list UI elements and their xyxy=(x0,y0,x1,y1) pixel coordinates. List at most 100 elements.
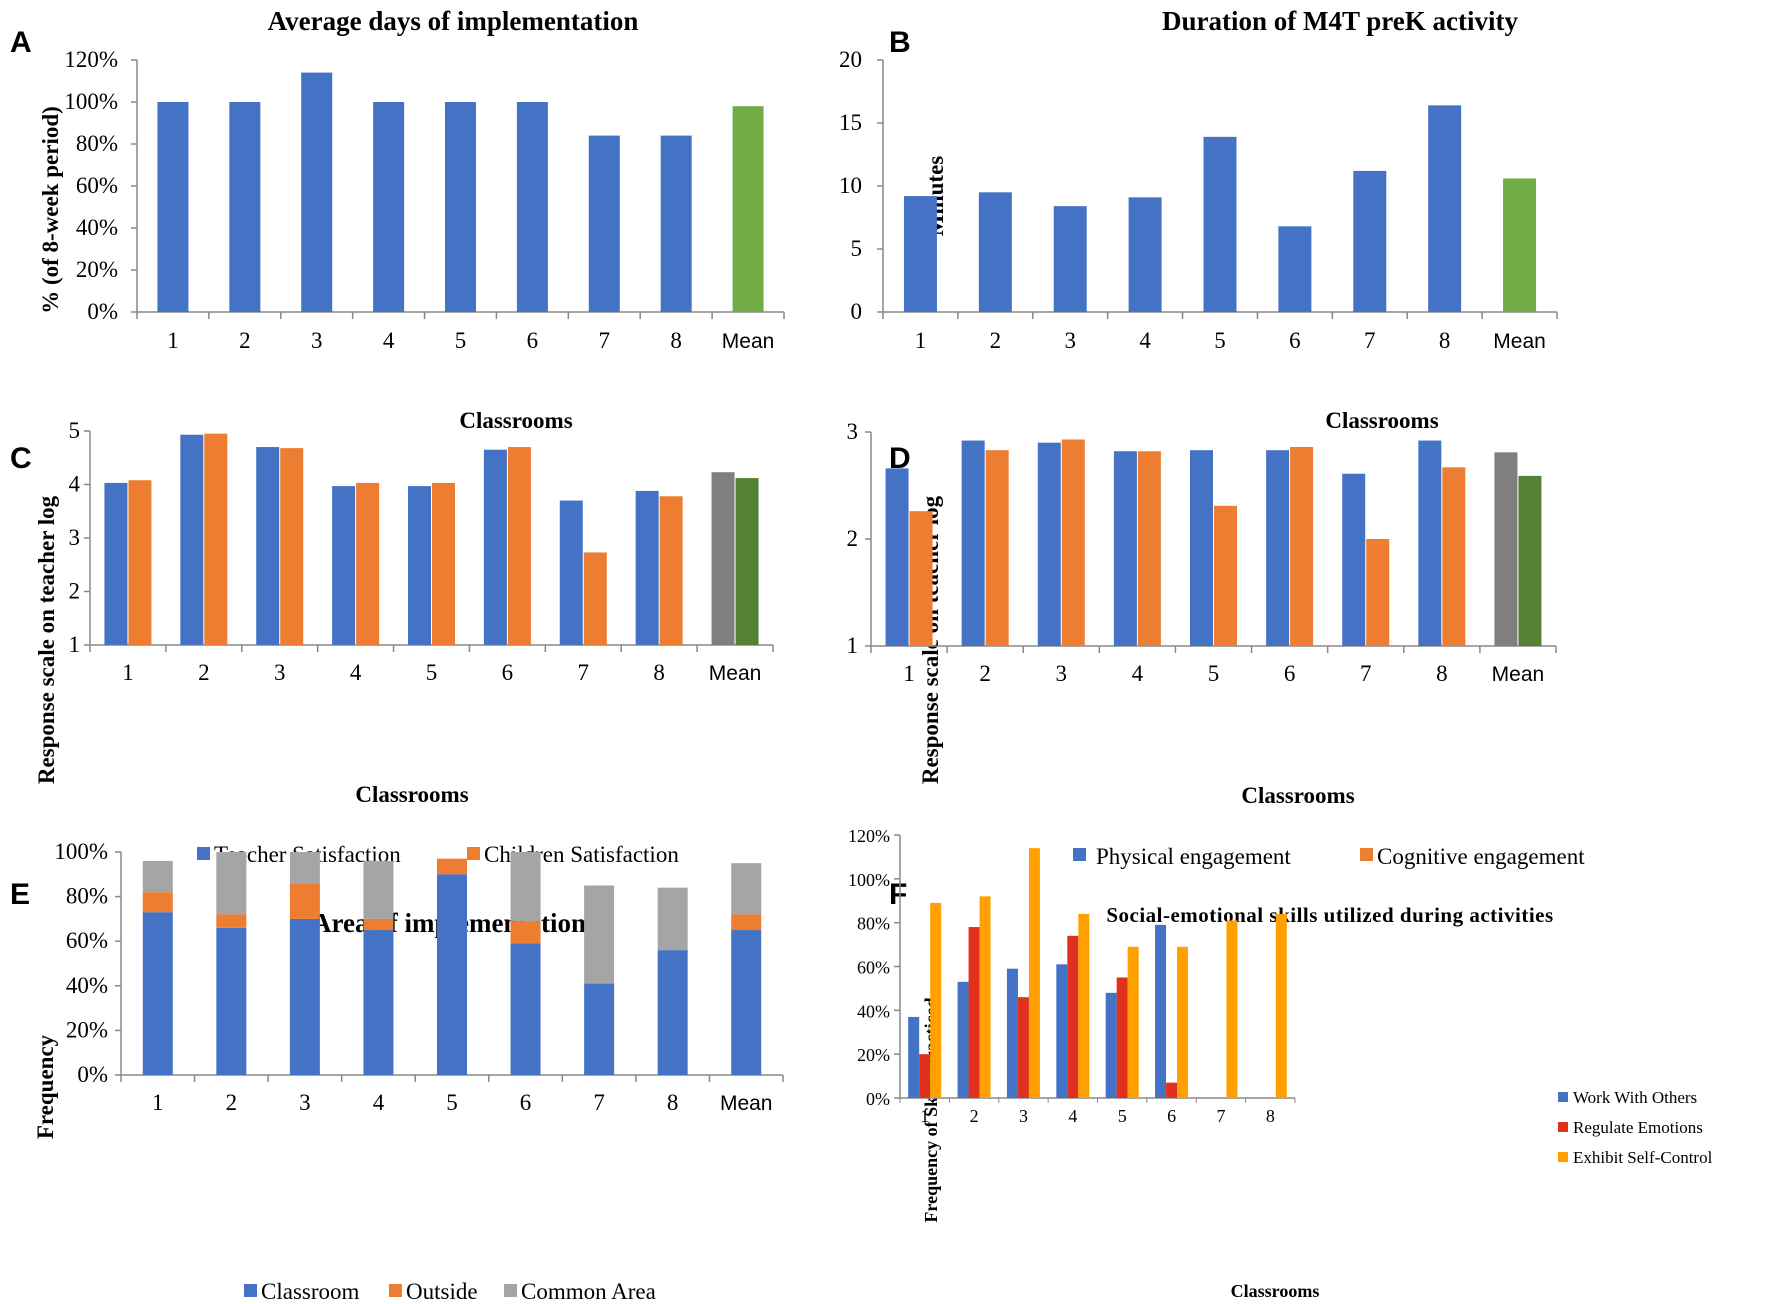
chart-c-x-tick-label: 5 xyxy=(426,660,438,685)
chart-b-bar-5 xyxy=(1203,136,1237,312)
legend-label-classroom: Classroom xyxy=(261,1279,360,1304)
chart-d-plot: 1 2 3 1 2 3 4 5 6 7 8 Mean xyxy=(847,419,1557,686)
chart-f-x-tick-label: 6 xyxy=(1167,1106,1176,1126)
chart-b-bar-3 xyxy=(1053,206,1087,312)
chart-f-y-tick-label: 80% xyxy=(857,914,890,934)
chart-b-y-tick-label: 10 xyxy=(839,173,862,198)
chart-a-x-tick-label: 1 xyxy=(167,328,179,353)
chart-e-bar-classroom-8 xyxy=(657,950,688,1075)
chart-e-bar-common-area-3 xyxy=(289,852,320,884)
chart-a-x-tick-label: 8 xyxy=(670,328,682,353)
chart-d-bar-physical-engagement-mean xyxy=(1494,452,1518,646)
chart-d-bar-cognitive-engagement-7 xyxy=(1366,539,1390,646)
panel-e: E Area of implementation Frequency 0%20%… xyxy=(10,839,784,1304)
chart-d-x-tick-label: 4 xyxy=(1132,661,1144,686)
panel-b: B Duration of M4T preK activity Minutes … xyxy=(839,6,1558,433)
chart-c-y-tick-label: 1 xyxy=(69,632,81,657)
legend-label-cognitive-engagement: Cognitive engagement xyxy=(1377,844,1585,869)
chart-f-bar-work-with-others-3 xyxy=(1006,968,1018,1098)
chart-e-x-tick-label: 2 xyxy=(226,1090,238,1115)
chart-a-x-tick-label: 3 xyxy=(311,328,323,353)
legend-label-work-with-others: Work With Others xyxy=(1573,1088,1697,1107)
chart-d-bar-physical-engagement-5 xyxy=(1190,450,1213,646)
chart-d-x-tick-label: 6 xyxy=(1284,661,1296,686)
chart-a-plot: 0% 20% 40% 60% 80% 100% 120% 1 2 3 4 5 6 7 8 Mean xyxy=(64,47,785,353)
chart-c-y-tick-label: 5 xyxy=(69,418,81,443)
chart-e-y-tick-label: 80% xyxy=(66,884,108,909)
chart-f-bar-work-with-others-5 xyxy=(1105,992,1117,1098)
legend-swatch-regulate-emotions xyxy=(1558,1122,1568,1132)
chart-e-y-tick-label: 100% xyxy=(54,839,108,864)
chart-c-x-tick-label: 3 xyxy=(274,660,286,685)
chart-f-bar-work-with-others-6 xyxy=(1155,924,1167,1098)
chart-c-bar-teacher-satisfaction-mean xyxy=(711,472,735,645)
chart-d-bar-physical-engagement-8 xyxy=(1418,440,1442,646)
chart-e-bar-common-area-1 xyxy=(142,860,173,893)
chart-b-x-tick-label: Mean xyxy=(1493,330,1546,353)
chart-d-y-tick-label: 1 xyxy=(847,633,859,658)
chart-b-title: Duration of M4T preK activity xyxy=(1162,6,1518,36)
chart-e-ylabel: Frequency xyxy=(33,1034,58,1139)
chart-b-bar-7 xyxy=(1353,170,1387,312)
chart-b-bar-4 xyxy=(1128,197,1162,312)
chart-f-bar-regulate-emotions-1 xyxy=(919,1054,931,1098)
chart-c-bar-teacher-satisfaction-3 xyxy=(256,447,280,645)
chart-c-y-tick-label: 2 xyxy=(69,579,81,604)
chart-a-bar-5 xyxy=(445,102,476,312)
chart-a-bar-8 xyxy=(660,135,692,312)
chart-c-x-tick-label: Mean xyxy=(709,662,762,685)
chart-e-bar-outside-1 xyxy=(142,892,173,913)
chart-b-bar-2 xyxy=(978,192,1012,312)
chart-e-x-tick-label: 7 xyxy=(593,1090,605,1115)
chart-d-x-tick-label: 5 xyxy=(1208,661,1220,686)
chart-f-bar-exhibit-self-control-4 xyxy=(1078,913,1090,1098)
chart-b-x-tick-label: 1 xyxy=(915,328,927,353)
chart-d-x-tick-label: 8 xyxy=(1436,661,1448,686)
chart-f-bar-work-with-others-4 xyxy=(1056,964,1068,1098)
chart-f-bar-exhibit-self-control-2 xyxy=(979,896,991,1098)
legend-swatch-physical-engagement xyxy=(1073,848,1086,861)
chart-a-bar-3 xyxy=(301,72,333,312)
chart-c-bar-children-satisfaction-8 xyxy=(659,496,683,645)
chart-c-bar-children-satisfaction-4 xyxy=(356,482,380,645)
chart-a-x-tick-label: 5 xyxy=(455,328,467,353)
legend-swatch-teacher-satisfaction xyxy=(197,847,210,860)
chart-e-bar-common-area-8 xyxy=(657,887,688,951)
chart-b-x-tick-label: 4 xyxy=(1139,328,1151,353)
chart-b-bar-1 xyxy=(903,196,937,312)
legend-label-physical-engagement: Physical engagement xyxy=(1096,844,1291,869)
legend-swatch-classroom xyxy=(244,1284,257,1297)
legend-swatch-outside xyxy=(389,1284,402,1297)
chart-a-title: Average days of implementation xyxy=(268,6,639,36)
panel-a: A Average days of implementation % (of 8… xyxy=(10,6,785,433)
chart-a-y-tick-label: 0% xyxy=(87,299,118,324)
chart-d-bar-cognitive-engagement-2 xyxy=(985,450,1009,646)
panel-letter-e: E xyxy=(10,878,30,911)
chart-d-bar-cognitive-engagement-8 xyxy=(1442,467,1466,646)
chart-e-bar-classroom-2 xyxy=(216,927,247,1075)
chart-e-legend: Classroom Outside Common Area xyxy=(244,1279,656,1304)
chart-c-bar-children-satisfaction-5 xyxy=(432,482,455,645)
chart-e-bar-outside-6 xyxy=(510,921,541,944)
chart-f-title: Social-emotional skills utilized during … xyxy=(1106,903,1553,927)
chart-e-x-tick-label: 5 xyxy=(446,1090,458,1115)
chart-d-bar-cognitive-engagement-4 xyxy=(1137,451,1161,646)
chart-f-x-tick-label: 7 xyxy=(1216,1106,1225,1126)
panel-letter-f: F xyxy=(889,878,907,911)
chart-b-xlabel: Classrooms xyxy=(1325,408,1438,433)
chart-e-bar-common-area-4 xyxy=(363,860,394,919)
chart-a-x-tick-label: 2 xyxy=(239,328,251,353)
panel-d: D Response scale on teacher log Classroo… xyxy=(847,419,1586,869)
chart-a-y-tick-label: 120% xyxy=(64,47,118,72)
chart-f-y-tick-label: 60% xyxy=(857,958,890,978)
chart-e-x-tick-label: 3 xyxy=(299,1090,311,1115)
chart-f-x-tick-label: 4 xyxy=(1068,1106,1077,1126)
chart-c-bar-children-satisfaction-6 xyxy=(507,447,531,645)
chart-e-y-tick-label: 60% xyxy=(66,928,108,953)
chart-e-x-tick-label: 6 xyxy=(520,1090,532,1115)
chart-c-x-tick-label: 8 xyxy=(653,660,665,685)
chart-d-x-tick-label: 7 xyxy=(1360,661,1372,686)
chart-d-bar-physical-engagement-7 xyxy=(1342,473,1366,646)
chart-d-bar-physical-engagement-6 xyxy=(1266,450,1290,646)
chart-f-bar-work-with-others-2 xyxy=(957,981,969,1098)
